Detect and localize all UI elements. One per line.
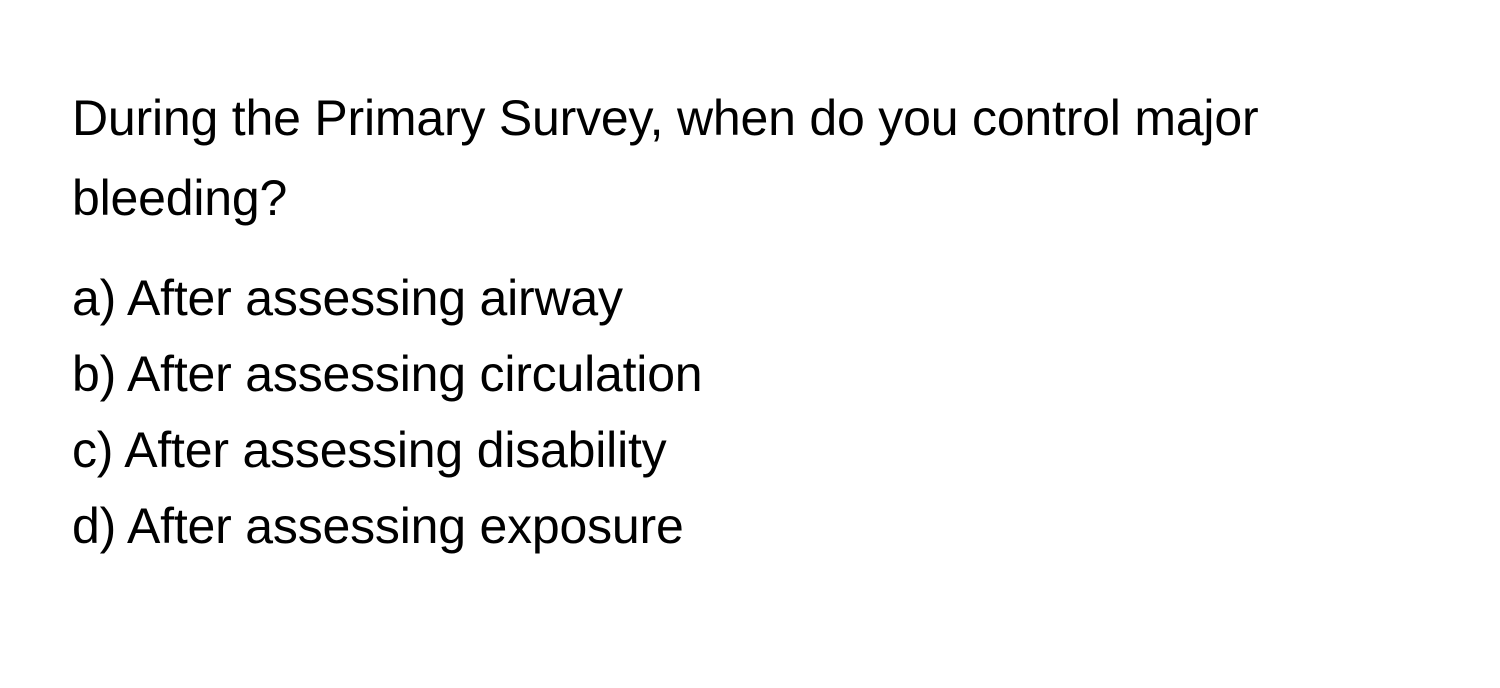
- question-text: During the Primary Survey, when do you c…: [72, 78, 1440, 238]
- option-label: b): [72, 346, 116, 402]
- option-c: c) After assessing disability: [72, 412, 1440, 488]
- option-d: d) After assessing exposure: [72, 488, 1440, 564]
- option-text: After assessing circulation: [127, 346, 702, 402]
- option-label: a): [72, 270, 116, 326]
- option-a: a) After assessing airway: [72, 260, 1440, 336]
- options-list: a) After assessing airway b) After asses…: [72, 260, 1440, 564]
- option-text: After assessing disability: [124, 422, 666, 478]
- option-text: After assessing exposure: [127, 498, 684, 554]
- option-label: c): [72, 422, 113, 478]
- option-label: d): [72, 498, 116, 554]
- option-text: After assessing airway: [127, 270, 623, 326]
- option-b: b) After assessing circulation: [72, 336, 1440, 412]
